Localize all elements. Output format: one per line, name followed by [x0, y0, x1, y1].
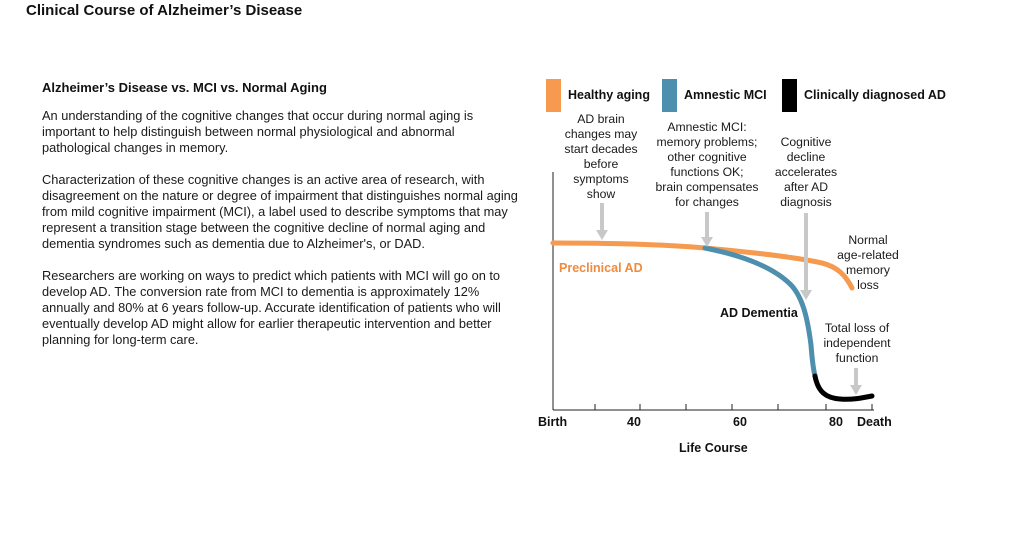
text-panel: Alzheimer’s Disease vs. MCI vs. Normal A… [42, 80, 520, 364]
legend-swatch-ad [782, 79, 797, 112]
x-tick-label-60: 60 [733, 415, 747, 429]
legend: Healthy aging Amnestic MCI Clinically di… [0, 79, 1014, 115]
ad-curve [812, 373, 875, 402]
annotation-total-loss: Total loss of independent function [823, 321, 891, 365]
paragraph-characterization: Characterization of these cognitive chan… [42, 172, 518, 251]
legend-label-ad: Clinically diagnosed AD [804, 88, 946, 102]
x-tick-label-40: 40 [627, 415, 641, 429]
legend-swatch-healthy [546, 79, 561, 112]
paragraph-research: Researchers are working on ways to predi… [42, 268, 501, 347]
legend-label-healthy: Healthy aging [568, 88, 650, 102]
annotation-amnestic-mci: Amnestic MCI: memory problems; other cog… [655, 120, 759, 209]
paragraph-intro: An understanding of the cognitive change… [42, 108, 474, 155]
annotation-arrows [596, 203, 862, 395]
mci-curve [702, 245, 818, 379]
stage-label-dementia: AD Dementia [720, 306, 798, 320]
annotation-cognitive-decline: Cognitive decline accelerates after AD d… [774, 135, 838, 209]
x-axis-title: Life Course [679, 441, 748, 455]
x-tick-label-birth: Birth [538, 415, 568, 429]
legend-label-mci: Amnestic MCI [684, 88, 767, 102]
annotation-ad-brain-changes: AD brain changes may start decades befor… [564, 112, 638, 201]
x-tick-label-death: Death [857, 415, 892, 429]
section-heading: Alzheimer’s Disease vs. MCI vs. Normal A… [42, 80, 327, 95]
stage-label-preclinical: Preclinical AD [559, 261, 643, 275]
x-tick-label-80: 80 [829, 415, 843, 429]
page-title: Clinical Course of Alzheimer’s Disease [26, 2, 303, 19]
healthy-aging-curve [550, 240, 855, 291]
legend-swatch-mci [662, 79, 677, 112]
annotation-normal-aging: Normal age-related memory loss [837, 233, 899, 292]
